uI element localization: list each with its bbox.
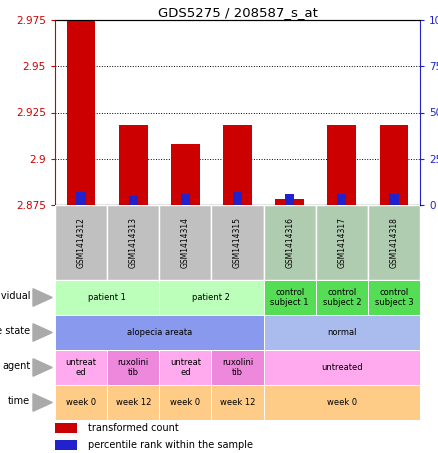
Text: time: time — [8, 396, 30, 406]
Bar — [380, 125, 408, 205]
Bar — [285, 194, 294, 205]
Text: GSM1414314: GSM1414314 — [181, 217, 190, 268]
Text: control
subject 3: control subject 3 — [374, 288, 413, 307]
Text: GSM1414316: GSM1414316 — [285, 217, 294, 268]
Bar — [55, 385, 107, 420]
Text: normal: normal — [327, 328, 357, 337]
Bar — [212, 385, 264, 420]
Bar — [171, 144, 200, 205]
Bar — [276, 199, 304, 205]
Bar — [264, 280, 316, 315]
Text: GSM1414318: GSM1414318 — [389, 217, 399, 268]
Bar — [223, 125, 252, 205]
Bar — [55, 440, 77, 450]
Bar — [264, 205, 316, 280]
Bar — [389, 194, 399, 205]
Bar — [180, 194, 190, 205]
Bar — [128, 196, 138, 205]
Bar — [159, 385, 212, 420]
Bar — [107, 385, 159, 420]
Bar — [212, 205, 264, 280]
Bar — [107, 350, 159, 385]
Text: week 0: week 0 — [327, 398, 357, 407]
Text: untreat
ed: untreat ed — [170, 358, 201, 377]
Bar — [233, 192, 242, 205]
Text: transformed count: transformed count — [88, 423, 179, 433]
Bar — [55, 280, 159, 315]
Bar — [368, 280, 420, 315]
Polygon shape — [33, 394, 52, 411]
Text: GSM1414315: GSM1414315 — [233, 217, 242, 268]
Text: week 12: week 12 — [220, 398, 255, 407]
Text: untreat
ed: untreat ed — [66, 358, 96, 377]
Text: disease state: disease state — [0, 326, 30, 336]
Bar — [264, 315, 420, 350]
Text: patient 1: patient 1 — [88, 293, 126, 302]
Bar — [76, 192, 86, 205]
Text: control
subject 2: control subject 2 — [322, 288, 361, 307]
Text: week 0: week 0 — [170, 398, 201, 407]
Bar — [67, 20, 95, 205]
Text: untreated: untreated — [321, 363, 363, 372]
Bar — [368, 205, 420, 280]
Bar — [55, 205, 107, 280]
Bar — [316, 205, 368, 280]
Text: agent: agent — [2, 361, 30, 371]
Text: individual: individual — [0, 291, 30, 301]
Bar — [159, 280, 264, 315]
Text: GSM1414317: GSM1414317 — [337, 217, 346, 268]
Bar — [264, 350, 420, 385]
Text: week 0: week 0 — [66, 398, 96, 407]
Bar — [159, 205, 212, 280]
Polygon shape — [33, 324, 52, 341]
Text: percentile rank within the sample: percentile rank within the sample — [88, 440, 253, 450]
Bar — [316, 280, 368, 315]
Bar — [159, 350, 212, 385]
Bar — [55, 350, 107, 385]
Text: GSM1414313: GSM1414313 — [129, 217, 138, 268]
Bar — [55, 423, 77, 433]
Text: control
subject 1: control subject 1 — [270, 288, 309, 307]
Bar — [107, 205, 159, 280]
Bar — [55, 315, 264, 350]
Text: ruxolini
tib: ruxolini tib — [222, 358, 253, 377]
Bar — [212, 350, 264, 385]
Text: GSM1414312: GSM1414312 — [77, 217, 85, 268]
Text: alopecia areata: alopecia areata — [127, 328, 192, 337]
Polygon shape — [33, 359, 52, 376]
Title: GDS5275 / 208587_s_at: GDS5275 / 208587_s_at — [158, 6, 318, 19]
Text: patient 2: patient 2 — [192, 293, 230, 302]
Polygon shape — [33, 289, 52, 306]
Bar — [264, 385, 420, 420]
Text: ruxolini
tib: ruxolini tib — [117, 358, 149, 377]
Bar — [119, 125, 148, 205]
Bar — [337, 194, 346, 205]
Text: week 12: week 12 — [116, 398, 151, 407]
Bar — [328, 125, 356, 205]
